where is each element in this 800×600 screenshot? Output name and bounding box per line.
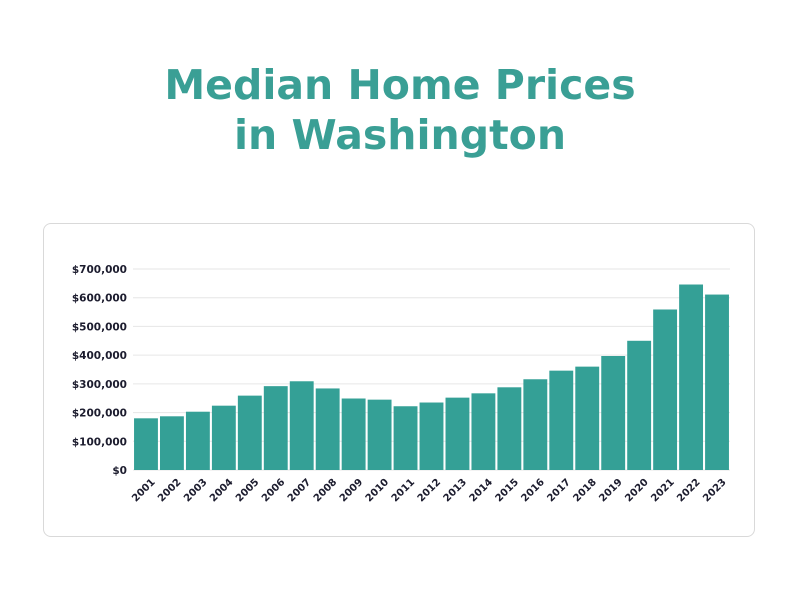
bars — [134, 284, 729, 470]
x-tick-label: 2011 — [390, 477, 417, 504]
bar-2022 — [679, 284, 704, 470]
chart-title-line-2: in Washington — [233, 111, 567, 159]
y-tick-label: $700,000 — [72, 264, 127, 276]
bar-2009 — [341, 398, 366, 470]
bar-2003 — [185, 411, 210, 470]
x-tick-label: 2020 — [623, 477, 650, 504]
x-tick-label: 2013 — [442, 477, 469, 504]
bar-2005 — [237, 395, 262, 470]
bar-2015 — [497, 387, 522, 470]
x-tick-label: 2006 — [260, 477, 287, 504]
bar-2023 — [705, 294, 729, 470]
x-tick-label: 2005 — [234, 477, 261, 504]
x-axis-ticks: 2001200220032004200520062007200820092010… — [130, 477, 729, 504]
bar-2013 — [445, 397, 470, 470]
bar-2020 — [627, 340, 652, 470]
x-tick-label: 2009 — [338, 477, 365, 504]
x-tick-label: 2004 — [208, 477, 235, 504]
x-tick-label: 2014 — [468, 477, 495, 504]
x-tick-label: 2012 — [416, 477, 443, 504]
bar-2018 — [575, 366, 600, 470]
bar-2002 — [159, 416, 184, 470]
y-tick-label: $300,000 — [72, 379, 127, 391]
x-tick-label: 2021 — [649, 477, 676, 504]
x-tick-label: 2022 — [675, 477, 702, 504]
bar-2021 — [653, 309, 678, 470]
x-tick-label: 2008 — [312, 477, 339, 504]
bar-2004 — [211, 405, 236, 470]
x-tick-label: 2010 — [364, 477, 391, 504]
x-tick-label: 2015 — [494, 477, 521, 504]
y-tick-label: $400,000 — [72, 350, 127, 362]
bar-2016 — [523, 379, 548, 470]
x-tick-label: 2001 — [130, 477, 157, 504]
y-axis-ticks: $0 $100,000 $200,000 $300,000 $400,000 $500,0… — [72, 264, 127, 477]
chart-card: $0 $100,000 $200,000 $300,000 $400,000 $500,0… — [43, 223, 755, 537]
y-tick-label: $100,000 — [72, 436, 127, 448]
x-tick-label: 2003 — [182, 477, 209, 504]
bar-chart: $0 $100,000 $200,000 $300,000 $400,000 $500,0… — [72, 264, 730, 504]
bar-2006 — [263, 386, 288, 470]
bar-2008 — [315, 388, 340, 470]
bar-2014 — [471, 393, 496, 470]
y-tick-label: $600,000 — [72, 293, 127, 305]
chart-title-line-1: Median Home Prices — [164, 61, 636, 109]
bar-2012 — [419, 402, 444, 470]
bar-2019 — [601, 356, 626, 470]
y-tick-label: $200,000 — [72, 408, 127, 420]
bar-2007 — [289, 381, 314, 470]
y-tick-label: $500,000 — [72, 321, 127, 333]
x-tick-label: 2017 — [545, 477, 572, 504]
bar-2001 — [134, 418, 158, 470]
bar-2011 — [393, 406, 418, 470]
x-tick-label: 2018 — [571, 477, 598, 504]
x-tick-label: 2023 — [701, 477, 728, 504]
x-tick-label: 2019 — [597, 477, 624, 504]
bar-2017 — [549, 370, 574, 470]
y-tick-label: $0 — [112, 465, 127, 477]
bar-2010 — [367, 399, 392, 470]
x-tick-label: 2002 — [156, 477, 183, 504]
x-tick-label: 2007 — [286, 477, 313, 504]
x-tick-label: 2016 — [520, 477, 547, 504]
chart-title: Median Home Prices in Washington — [0, 60, 800, 160]
